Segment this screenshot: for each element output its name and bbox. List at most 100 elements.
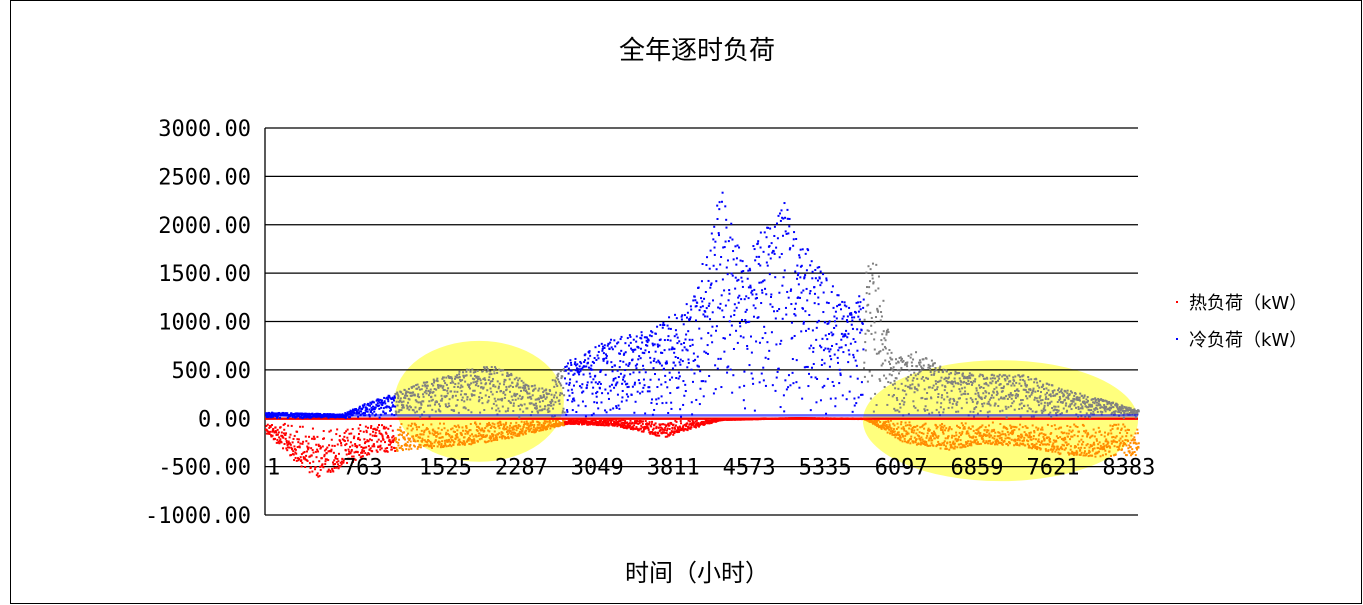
heat-load-point <box>439 422 442 425</box>
cooling-load-point <box>419 416 422 419</box>
cooling-load-point <box>568 381 571 384</box>
heat-load-point <box>647 428 650 431</box>
cooling-load-point <box>690 368 693 371</box>
heat-load-point <box>883 426 886 429</box>
heat-load-point <box>1104 431 1107 434</box>
cooling-load-point <box>536 410 539 413</box>
heat-load-point <box>327 450 330 453</box>
cooling-load-point <box>736 279 739 282</box>
heat-load-point <box>542 427 545 430</box>
heat-load-point <box>473 441 476 444</box>
heat-load-point <box>318 445 321 448</box>
heat-load-point <box>925 436 928 439</box>
heat-load-point <box>1044 433 1047 436</box>
heat-load-point <box>357 437 360 440</box>
cooling-load-point <box>593 361 596 364</box>
heat-load-point <box>495 435 498 438</box>
cooling-load-point <box>816 321 819 324</box>
heat-load-point <box>287 424 290 427</box>
heat-load-point <box>958 435 961 438</box>
heat-load-point <box>558 421 561 424</box>
cooling-load-point <box>818 277 821 280</box>
cooling-load-point <box>705 264 708 267</box>
cooling-load-point <box>748 267 751 270</box>
cooling-load-point <box>405 404 408 407</box>
cooling-load-point <box>461 385 464 388</box>
heat-load-point <box>525 420 528 423</box>
cooling-load-point <box>460 384 463 387</box>
heat-load-point <box>905 430 908 433</box>
heat-load-point <box>364 441 367 444</box>
heat-load-point <box>311 470 314 473</box>
heat-load-point <box>1118 444 1121 447</box>
heat-load-point <box>638 428 641 431</box>
cooling-load-point <box>746 347 749 350</box>
cooling-load-point <box>472 381 475 384</box>
heat-load-point <box>1016 439 1019 442</box>
cooling-load-point <box>872 281 875 284</box>
heat-load-point <box>303 457 306 460</box>
cooling-load-point <box>604 409 607 412</box>
heat-load-point <box>630 427 633 430</box>
cooling-load-point <box>595 392 598 395</box>
cooling-load-point <box>490 366 493 369</box>
cooling-load-point <box>505 374 508 377</box>
heat-load-point <box>385 426 388 429</box>
heat-load-point <box>671 430 674 433</box>
heat-load-point <box>1128 450 1131 453</box>
heat-load-point <box>339 465 342 468</box>
cooling-load-point <box>703 297 706 300</box>
heat-load-point <box>1028 434 1031 437</box>
heat-load-point <box>383 427 386 430</box>
heat-load-point <box>984 442 987 445</box>
cooling-load-point <box>718 208 721 211</box>
heat-load-point <box>546 427 549 430</box>
heat-load-point <box>592 418 595 421</box>
cooling-load-point <box>512 402 515 405</box>
heat-load-point <box>882 422 885 425</box>
cooling-load-point <box>695 398 698 401</box>
cooling-load-point <box>358 405 361 408</box>
heat-load-point <box>441 436 444 439</box>
heat-load-point <box>926 434 929 437</box>
cooling-load-point <box>715 268 718 271</box>
cooling-load-point <box>619 372 622 375</box>
cooling-load-point <box>618 366 621 369</box>
heat-load-point <box>406 444 409 447</box>
cooling-load-point <box>457 382 460 385</box>
cooling-load-point <box>768 349 771 352</box>
cooling-load-point <box>526 392 529 395</box>
heat-load-point <box>346 439 349 442</box>
cooling-load-point <box>389 408 392 411</box>
heat-load-point <box>297 459 300 462</box>
heat-load-point <box>614 423 617 426</box>
cooling-load-point <box>817 319 820 322</box>
heat-load-point <box>966 444 969 447</box>
cooling-load-point <box>605 354 608 357</box>
heat-load-point <box>1032 437 1035 440</box>
cooling-load-point <box>848 306 851 309</box>
cooling-load-point <box>537 398 540 401</box>
cooling-load-point <box>476 377 479 380</box>
cooling-load-point <box>355 412 358 415</box>
cooling-load-point <box>346 411 349 414</box>
cooling-load-point <box>352 408 355 411</box>
heat-load-point <box>586 420 589 423</box>
heat-load-point <box>581 420 584 423</box>
cooling-load-point <box>451 396 454 399</box>
heat-load-point <box>1040 432 1043 435</box>
heat-load-point <box>369 426 372 429</box>
cooling-load-point <box>857 310 860 313</box>
cooling-load-point <box>623 380 626 383</box>
heat-load-point <box>300 465 303 468</box>
cooling-load-point <box>509 401 512 404</box>
cooling-load-point <box>598 381 601 384</box>
cooling-load-point <box>782 217 785 220</box>
heat-load-point <box>916 424 919 427</box>
heat-load-point <box>292 437 295 440</box>
heat-load-point <box>430 447 433 450</box>
cooling-load-point <box>598 344 601 347</box>
heat-load-point <box>677 430 680 433</box>
heat-load-point <box>308 462 311 465</box>
cooling-load-point <box>669 327 672 330</box>
